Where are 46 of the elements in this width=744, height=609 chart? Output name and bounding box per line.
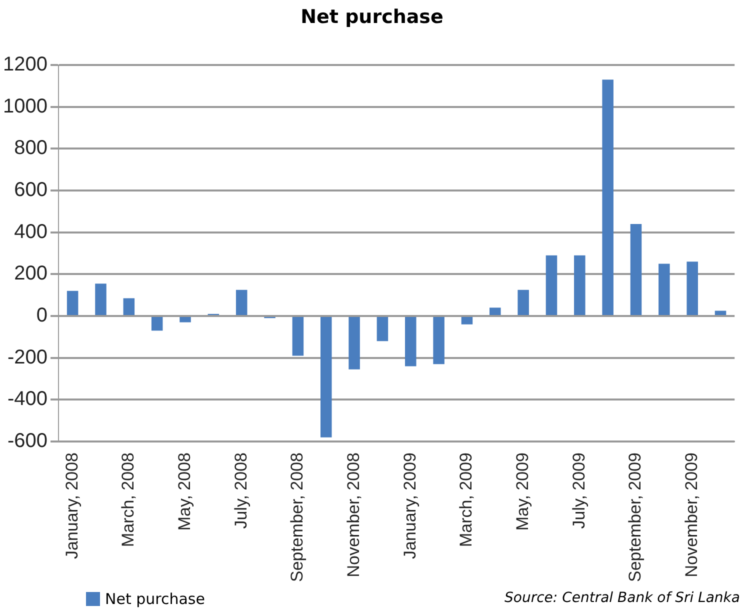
y-tick-label: -600 [7,430,48,452]
x-tick-label: July, 2009 [569,452,588,529]
bar [546,255,558,316]
y-tick-label: 1200 [2,54,48,76]
bar [630,224,642,316]
x-tick-label: November, 2009 [682,452,702,578]
bar [236,290,248,316]
x-tick-label: September, 2009 [626,452,645,582]
bar [292,317,304,356]
y-tick-label: 600 [14,179,48,202]
x-tick-label: July, 2008 [231,452,250,529]
y-tick-label: 800 [14,137,48,160]
y-tick-label: -400 [7,388,48,410]
y-tick-label: 400 [14,220,48,243]
chart-title: Net purchase [300,6,444,28]
bar [180,317,191,322]
bar [658,264,670,316]
bar [518,290,529,316]
y-tick-label: 200 [14,262,48,285]
bar [376,317,388,342]
x-tick-label: March, 2008 [118,452,138,548]
bar [686,262,698,316]
y-tick-label: -200 [7,346,48,368]
bar [461,317,473,324]
x-tick-label: September, 2008 [288,452,307,582]
bar [151,317,163,331]
source-note: Source: Central Bank of Sri Lanka [504,590,740,606]
x-tick-label: November, 2008 [344,452,363,578]
bar [490,308,501,316]
bar [95,284,106,316]
bar [320,317,332,438]
bar [405,317,416,366]
bar [714,310,726,316]
x-tick-label: May, 2009 [513,452,532,531]
x-tick-label: January, 2009 [400,452,420,559]
x-tick-label: May, 2008 [174,452,194,531]
bar [574,255,586,316]
legend-label: Net purchase [105,590,205,608]
bar [123,298,135,316]
bar [433,317,444,364]
x-tick-label: March, 2009 [456,452,476,548]
bar [66,290,78,316]
y-tick-label: 1000 [2,95,48,118]
x-tick-label: January, 2008 [62,452,82,559]
y-tick-label: 0 [36,304,48,327]
bar [348,317,360,370]
